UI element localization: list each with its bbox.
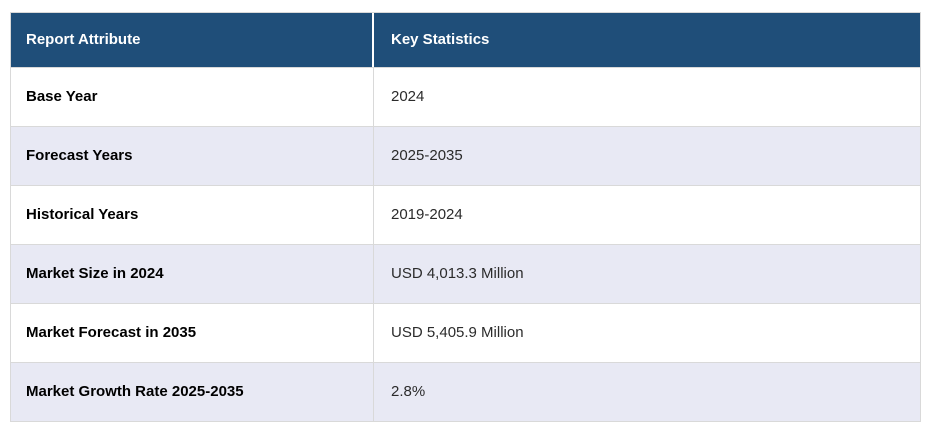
- row-attribute: Market Forecast in 2035: [11, 304, 374, 362]
- row-value: 2.8%: [391, 383, 426, 400]
- row-value: 2025-2035: [391, 147, 463, 164]
- table-header-row: Report Attribute Key Statistics: [11, 13, 920, 68]
- column-header-key-statistics: Key Statistics: [391, 31, 490, 48]
- row-value: USD 4,013.3 Million: [391, 265, 524, 282]
- table-row-market-size: Market Size in 2024 USD 4,013.3 Million: [11, 245, 920, 304]
- row-attribute: Market Size in 2024: [11, 245, 374, 303]
- row-value: 2019-2024: [391, 206, 463, 223]
- column-header-report-attribute: Report Attribute: [11, 13, 374, 67]
- row-attribute: Market Growth Rate 2025-2035: [11, 363, 374, 421]
- table-row-historical-years: Historical Years 2019-2024: [11, 186, 920, 245]
- table-row-market-forecast: Market Forecast in 2035 USD 5,405.9 Mill…: [11, 304, 920, 363]
- table-row-forecast-years: Forecast Years 2025-2035: [11, 127, 920, 186]
- key-statistics-table: Report Attribute Key Statistics Base Yea…: [10, 12, 921, 422]
- row-value: 2024: [391, 88, 425, 105]
- row-attribute: Base Year: [11, 68, 374, 126]
- table-row-growth-rate: Market Growth Rate 2025-2035 2.8%: [11, 363, 920, 421]
- table-row-base-year: Base Year 2024: [11, 68, 920, 127]
- row-value: USD 5,405.9 Million: [391, 324, 524, 341]
- row-attribute: Historical Years: [11, 186, 374, 244]
- row-attribute: Forecast Years: [11, 127, 374, 185]
